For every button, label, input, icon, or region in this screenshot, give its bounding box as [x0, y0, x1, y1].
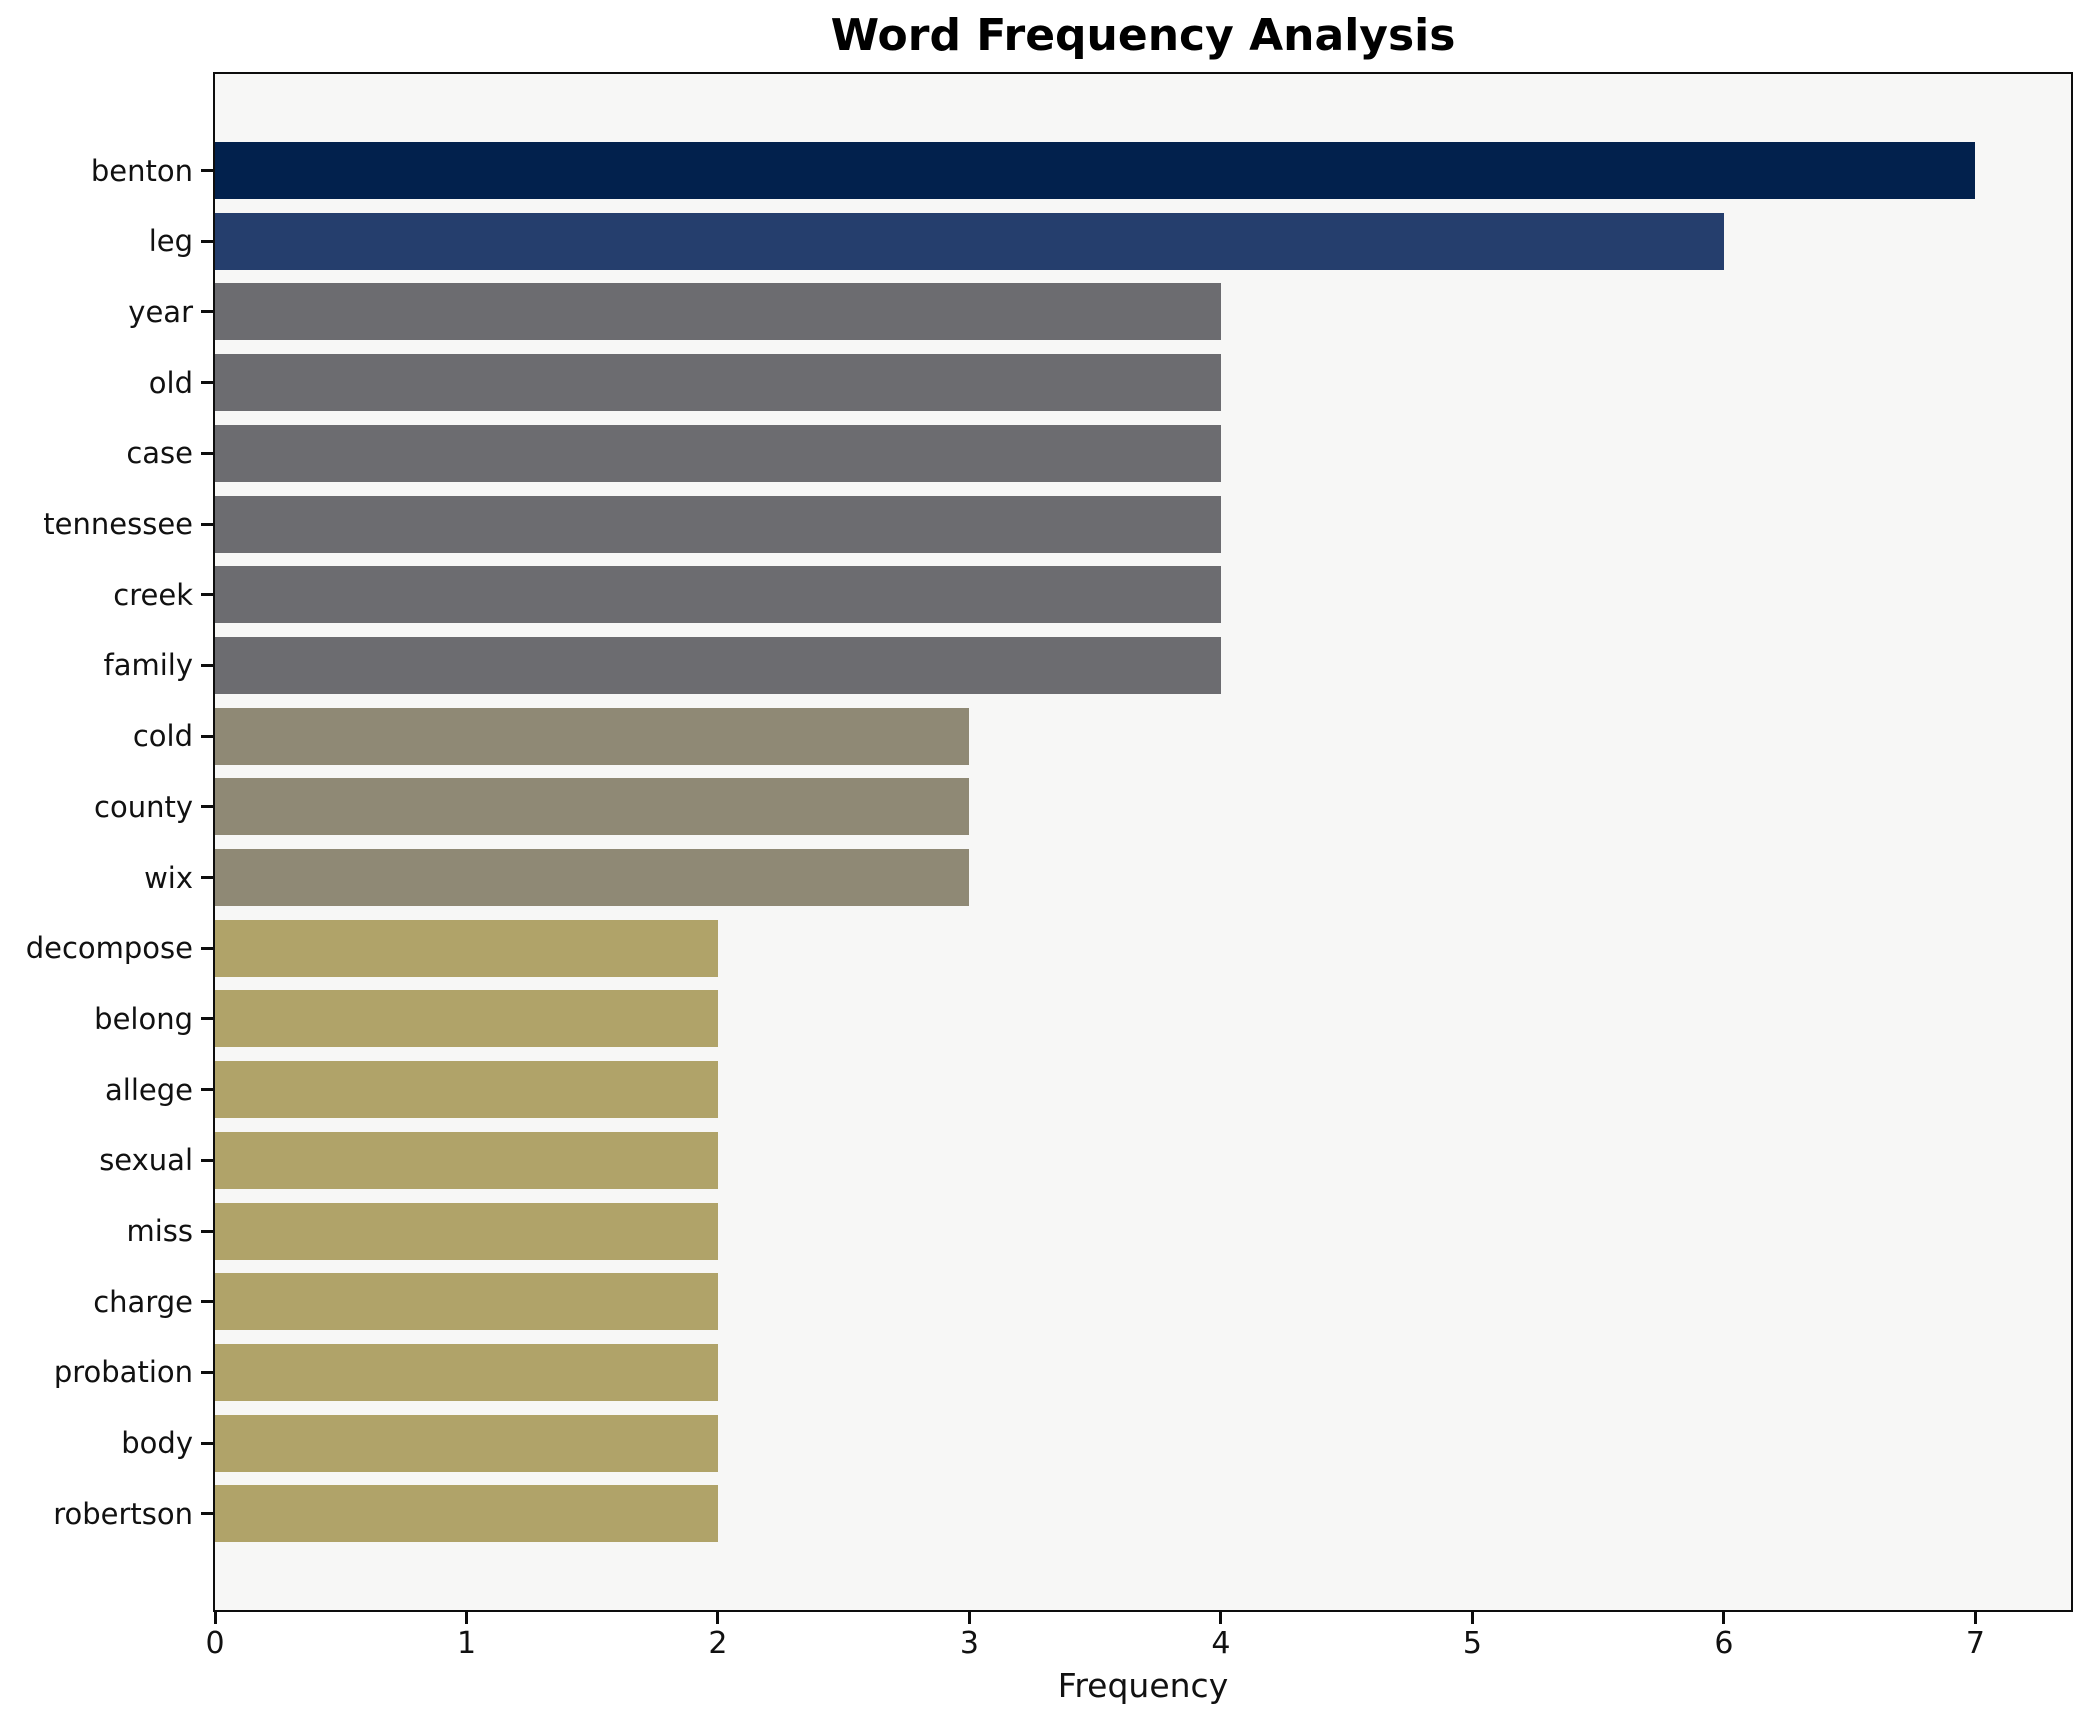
y-tick-label-allege: allege: [105, 1072, 193, 1107]
x-tick-label-5: 5: [1462, 1626, 1482, 1661]
bar-year: [215, 283, 1221, 341]
x-tick-label-1: 1: [456, 1626, 477, 1661]
y-tick-label-probation: probation: [53, 1355, 193, 1390]
bar-cold: [215, 707, 970, 765]
x-tick-mark: [1722, 1612, 1726, 1624]
bar-leg: [215, 212, 1724, 270]
x-tick-label-2: 2: [708, 1626, 728, 1661]
bar-sexual: [215, 1131, 718, 1189]
bar-benton: [215, 142, 1976, 199]
y-tick-label-belong: belong: [94, 1001, 193, 1036]
x-tick-mark: [213, 1612, 217, 1624]
bar-miss: [215, 1202, 718, 1260]
y-tick-label-creek: creek: [113, 577, 193, 612]
y-tick-mark: [201, 1512, 213, 1516]
bar-probation: [215, 1343, 718, 1401]
y-tick-mark: [201, 310, 213, 314]
y-tick-mark: [201, 169, 213, 172]
x-tick-label-7: 7: [1965, 1626, 1985, 1661]
y-tick-mark: [201, 1088, 213, 1092]
x-tick-mark: [1219, 1612, 1223, 1624]
y-tick-mark: [201, 593, 213, 597]
bar-tennessee: [215, 495, 1221, 553]
y-tick-label-cold: cold: [132, 719, 193, 754]
chart-title: Word Frequency Analysis: [830, 10, 1456, 61]
bar-old: [215, 354, 1221, 412]
y-tick-mark: [201, 663, 213, 667]
bar-family: [215, 636, 1221, 694]
y-tick-mark: [201, 946, 213, 950]
bar-case: [215, 424, 1221, 482]
y-tick-mark: [201, 876, 213, 879]
y-tick-label-county: county: [94, 789, 193, 824]
bar-allege: [215, 1061, 718, 1119]
bar-body: [215, 1414, 718, 1472]
y-tick-label-wix: wix: [144, 860, 193, 895]
y-tick-label-case: case: [126, 436, 193, 471]
y-tick-label-body: body: [121, 1426, 193, 1461]
x-tick-label-6: 6: [1714, 1626, 1734, 1661]
y-tick-mark: [201, 805, 213, 809]
y-tick-mark: [201, 1370, 213, 1374]
y-tick-mark: [201, 734, 213, 738]
x-tick-mark: [967, 1612, 971, 1624]
y-tick-label-decompose: decompose: [25, 931, 193, 966]
x-tick-mark: [464, 1612, 468, 1624]
bar-robertson: [215, 1485, 718, 1543]
y-tick-mark: [201, 1017, 213, 1021]
bar-belong: [215, 990, 718, 1048]
bar-charge: [215, 1273, 718, 1331]
y-tick-mark: [201, 1158, 213, 1162]
bar-creek: [215, 566, 1221, 624]
y-tick-mark: [201, 381, 213, 385]
y-tick-label-miss: miss: [126, 1214, 193, 1248]
x-tick-mark: [1973, 1612, 1977, 1624]
y-tick-mark: [201, 1441, 213, 1445]
bar-decompose: [215, 919, 718, 977]
y-tick-label-robertson: robertson: [53, 1496, 193, 1531]
x-axis-title: Frequency: [1057, 1666, 1229, 1705]
x-tick-label-4: 4: [1211, 1626, 1231, 1661]
x-tick-label-3: 3: [959, 1626, 980, 1661]
y-tick-mark: [201, 239, 213, 243]
y-tick-label-leg: leg: [148, 224, 193, 259]
y-tick-label-tennessee: tennessee: [43, 507, 193, 541]
y-tick-label-charge: charge: [93, 1284, 193, 1319]
y-tick-label-sexual: sexual: [99, 1143, 193, 1178]
y-tick-mark: [201, 1300, 213, 1304]
y-tick-mark: [201, 1229, 213, 1233]
x-tick-mark: [716, 1612, 720, 1624]
y-tick-label-year: year: [128, 294, 193, 329]
y-tick-mark: [201, 451, 213, 455]
x-tick-mark: [1470, 1612, 1474, 1624]
y-tick-label-old: old: [148, 365, 193, 400]
x-tick-label-0: 0: [205, 1626, 225, 1661]
bar-county: [215, 778, 970, 836]
y-tick-mark: [201, 522, 213, 526]
y-tick-label-benton: benton: [90, 153, 193, 188]
y-tick-label-family: family: [103, 648, 193, 683]
bar-wix: [215, 849, 970, 906]
plot-area: [213, 72, 2073, 1612]
